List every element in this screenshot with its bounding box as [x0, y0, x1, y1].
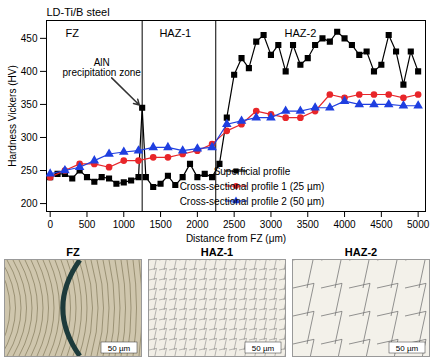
- html-text:FZ: FZ: [66, 246, 80, 258]
- svg-text:5000: 5000: [407, 219, 430, 230]
- svg-text:Distance from FZ (μm): Distance from FZ (μm): [186, 233, 286, 244]
- svg-text:200: 200: [21, 198, 38, 209]
- svg-text:50 µm: 50 µm: [252, 344, 275, 353]
- svg-text:250: 250: [21, 165, 38, 176]
- svg-text:1500: 1500: [149, 219, 172, 230]
- svg-text:2000: 2000: [186, 219, 209, 230]
- svg-text:3500: 3500: [297, 219, 320, 230]
- svg-text:FZ: FZ: [66, 27, 80, 39]
- svg-text:50 µm: 50 µm: [396, 344, 419, 353]
- svg-text:AlNprecipitation zone: AlNprecipitation zone: [62, 57, 141, 78]
- svg-text:450: 450: [21, 33, 38, 44]
- svg-text:1000: 1000: [113, 219, 136, 230]
- svg-text:500: 500: [79, 219, 96, 230]
- html-text:HAZ-1: HAZ-1: [200, 246, 234, 258]
- svg-text:LD-Ti/B steel: LD-Ti/B steel: [47, 6, 110, 18]
- svg-text:400: 400: [21, 66, 38, 77]
- svg-text:300: 300: [21, 132, 38, 143]
- svg-text:50 µm: 50 µm: [108, 344, 131, 353]
- svg-text:3000: 3000: [260, 219, 283, 230]
- svg-text:2500: 2500: [223, 219, 246, 230]
- html-text:HAZ-2: HAZ-2: [344, 246, 378, 258]
- svg-text:HAZ-1: HAZ-1: [159, 27, 191, 39]
- svg-text:HAZ-2: HAZ-2: [285, 27, 317, 39]
- svg-text:Superficial profile: Superficial profile: [214, 166, 291, 177]
- svg-text:350: 350: [21, 99, 38, 110]
- svg-text:Hardness Vickers (HV): Hardness Vickers (HV): [7, 65, 18, 167]
- svg-text:0: 0: [47, 219, 53, 230]
- svg-text:Cross-sectional profile 1 (25: Cross-sectional profile 1 (25 µm): [180, 181, 325, 192]
- svg-text:4500: 4500: [370, 219, 393, 230]
- svg-text:4000: 4000: [333, 219, 356, 230]
- svg-text:Cross-sectional profile 2 (50: Cross-sectional profile 2 (50 µm): [180, 196, 325, 207]
